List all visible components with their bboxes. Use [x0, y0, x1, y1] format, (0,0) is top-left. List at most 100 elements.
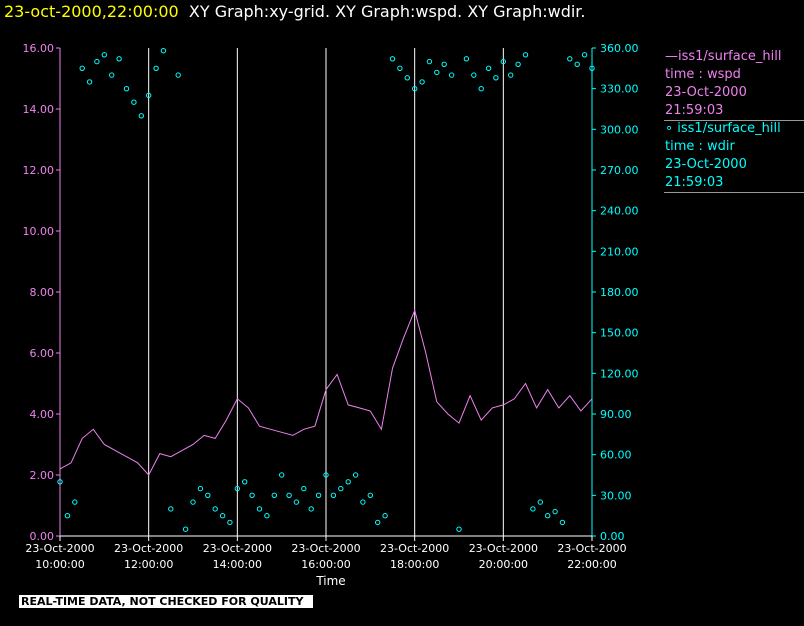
wspd-series [59, 308, 593, 476]
wdir-point [116, 56, 122, 62]
x-tick-label-date: 23-Oct-2000 [203, 542, 272, 555]
quality-notice: REAL-TIME DATA, NOT CHECKED FOR QUALITY [19, 595, 313, 608]
wdir-point [138, 113, 145, 119]
wdir-point [493, 75, 499, 81]
wdir-point [146, 92, 152, 99]
wdir-point [522, 52, 529, 58]
graph-header: 23-oct-2000,22:00:00 XY Graph:xy-grid. X… [4, 2, 586, 24]
wdir-point [367, 492, 373, 498]
wdir-point [249, 492, 255, 498]
wdir-point [293, 499, 300, 505]
wdir-point [552, 508, 558, 515]
x-tick-label-time: 12:00:00 [124, 558, 173, 571]
wdir-point [500, 58, 506, 65]
wdir-point [382, 513, 388, 519]
right-y-tick-label: 330.00 [600, 83, 639, 96]
wdir-point [286, 492, 292, 498]
x-tick-label-time: 20:00:00 [479, 558, 528, 571]
wdir-point [131, 99, 137, 105]
right-y-tick-label: 180.00 [600, 286, 639, 299]
wdir-point [79, 65, 85, 72]
wdir-point [212, 506, 218, 512]
wdir-point [448, 72, 455, 78]
x-tick-label-date: 23-Oct-2000 [469, 542, 538, 555]
wdir-point [581, 52, 588, 58]
wdir-point [153, 65, 159, 72]
wdir-point [471, 72, 477, 78]
wdir-point [301, 485, 307, 492]
legend-wspd: —iss1/surface_hill time : wspd 23-Oct-20… [665, 48, 781, 120]
wdir-point [109, 72, 115, 78]
x-tick-label-time: 14:00:00 [213, 558, 262, 571]
left-y-tick-label: 16.00 [23, 42, 55, 55]
legend-wspd-time: 21:59:03 [665, 103, 724, 118]
x-tick-label-date: 23-Oct-2000 [25, 542, 94, 555]
left-y-tick-label: 6.00 [30, 347, 55, 360]
right-y-tick-label: 30.00 [600, 489, 632, 502]
wdir-point [434, 69, 440, 76]
wdir-point [389, 56, 396, 62]
wdir-point [190, 499, 196, 505]
x-tick-label-time: 16:00:00 [301, 558, 350, 571]
right-y-tick-label: 120.00 [600, 367, 639, 380]
wdir-point [456, 526, 462, 532]
wdir-point [168, 506, 174, 512]
wdir-point [345, 479, 351, 485]
right-y-tick-label: 0.00 [600, 530, 625, 543]
right-y-tick-label: 300.00 [600, 123, 639, 136]
wdir-point [308, 506, 314, 512]
wdir-point [426, 58, 433, 65]
wdir-point [508, 72, 514, 78]
grid-lines [148, 48, 504, 536]
wdir-point [404, 75, 410, 81]
wdir-point [485, 65, 492, 72]
x-tick-label-date: 23-Oct-2000 [557, 542, 626, 555]
wdir-point [567, 56, 573, 62]
wdir-series [57, 48, 595, 532]
left-y-tick-label: 4.00 [30, 408, 55, 421]
wdir-point [537, 499, 543, 505]
wdir-point [279, 472, 285, 478]
wdir-point [515, 61, 521, 68]
wdir-point [205, 492, 211, 498]
wdir-point [256, 506, 263, 512]
wdir-point [330, 492, 337, 498]
wdir-point [86, 79, 93, 85]
x-axis: 23-Oct-2000 10:00:00 23-Oct-2000 12:00:00 23… [25, 535, 627, 571]
wdir-point [101, 52, 108, 58]
wdir-point [234, 485, 241, 492]
wdir-point [64, 513, 71, 519]
left-y-axis: 0.00 2.00 4.00 6.00 8.00 10.00 12.00 14.00 16.00 [23, 42, 61, 543]
right-y-tick-label: 240.00 [600, 205, 639, 218]
wdir-point [175, 72, 181, 78]
wdir-point [94, 58, 100, 65]
wdir-point [530, 506, 536, 512]
legend-wdir-name: ∘ iss1/surface_hill [665, 121, 781, 136]
wdir-point [264, 513, 270, 519]
wdir-point [463, 56, 470, 62]
header-graph-list: XY Graph:xy-grid. XY Graph:wspd. XY Grap… [188, 2, 586, 21]
right-y-tick-label: 210.00 [600, 245, 639, 258]
wdir-point [478, 86, 484, 92]
wdir-point [419, 79, 425, 85]
wdir-point [123, 86, 130, 92]
right-y-axis: 0.00 30.00 60.00 90.00 120.00 150.00 180.00 210… [591, 42, 639, 543]
wdir-point [397, 65, 403, 72]
wdir-point [441, 61, 447, 68]
wdir-point [271, 492, 277, 498]
wdir-point [197, 485, 204, 492]
legend-wdir-date: 23-Oct-2000 [665, 157, 747, 172]
legend-divider [664, 120, 804, 121]
wdir-point [315, 492, 322, 498]
left-y-tick-label: 8.00 [30, 286, 55, 299]
legend-wdir: ∘ iss1/surface_hill time : wdir 23-Oct-2… [665, 120, 781, 192]
x-tick-label-date: 23-Oct-2000 [380, 542, 449, 555]
wdir-point [242, 479, 248, 485]
left-y-tick-label: 2.00 [30, 469, 55, 482]
wdir-point [323, 472, 329, 478]
left-y-tick-label: 14.00 [23, 103, 55, 116]
x-axis-label: Time [315, 574, 345, 588]
right-y-tick-label: 150.00 [600, 327, 639, 340]
x-tick-label-time: 10:00:00 [35, 558, 84, 571]
